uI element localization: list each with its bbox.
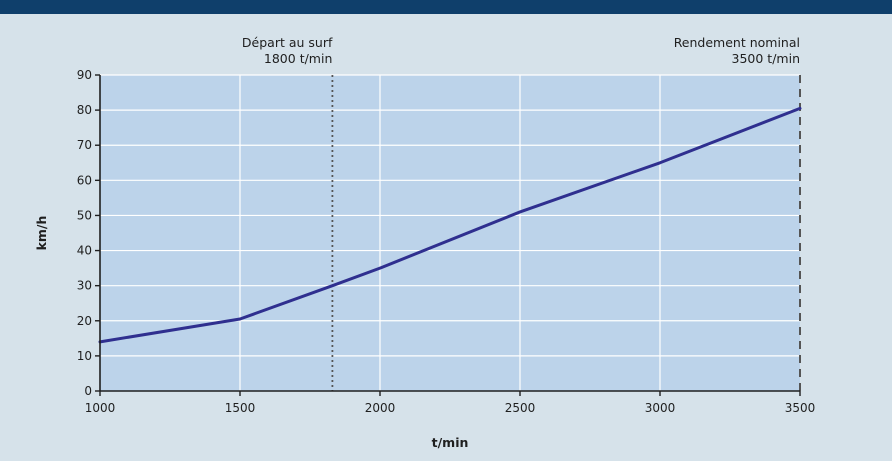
x-tick-label-1500: 1500 — [225, 401, 256, 415]
y-tick-label-90: 90 — [77, 68, 92, 82]
x-tick-label-3000: 3000 — [645, 401, 676, 415]
axes — [95, 74, 801, 396]
x-tick-label-2000: 2000 — [365, 401, 396, 415]
x-tick-label-3500: 3500 — [785, 401, 816, 415]
x-tick-label-1000: 1000 — [85, 401, 116, 415]
series-layer — [98, 106, 802, 344]
tick-labels: 0 10 20 30 40 50 60 70 80 90 1000 1500 2000 2500 3000 3… — [77, 68, 816, 415]
annotation-label-1-line1: Départ au surf — [242, 35, 333, 50]
annotation-label-2-line1: Rendement nominal — [674, 35, 800, 50]
series-line-1 — [98, 106, 802, 344]
grid-lines — [100, 74, 800, 391]
y-tick-label-50: 50 — [77, 208, 92, 222]
y-tick-label-70: 70 — [77, 138, 92, 152]
plot-area — [100, 75, 800, 391]
y-tick-label-30: 30 — [77, 279, 92, 293]
top-bar — [0, 0, 892, 14]
y-tick-label-40: 40 — [77, 244, 92, 258]
x-tick-label-2500: 2500 — [505, 401, 536, 415]
y-tick-label-80: 80 — [77, 103, 92, 117]
annotation-label-1-line2: 1800 t/min — [264, 51, 332, 66]
y-tick-label-60: 60 — [77, 173, 92, 187]
x-axis-title: t/min — [432, 435, 469, 450]
annotation-label-2-line2: 3500 t/min — [732, 51, 800, 66]
y-tick-label-20: 20 — [77, 314, 92, 328]
y-tick-label-10: 10 — [77, 349, 92, 363]
y-tick-label-0: 0 — [84, 384, 92, 398]
y-axis-title: km/h — [34, 216, 49, 251]
